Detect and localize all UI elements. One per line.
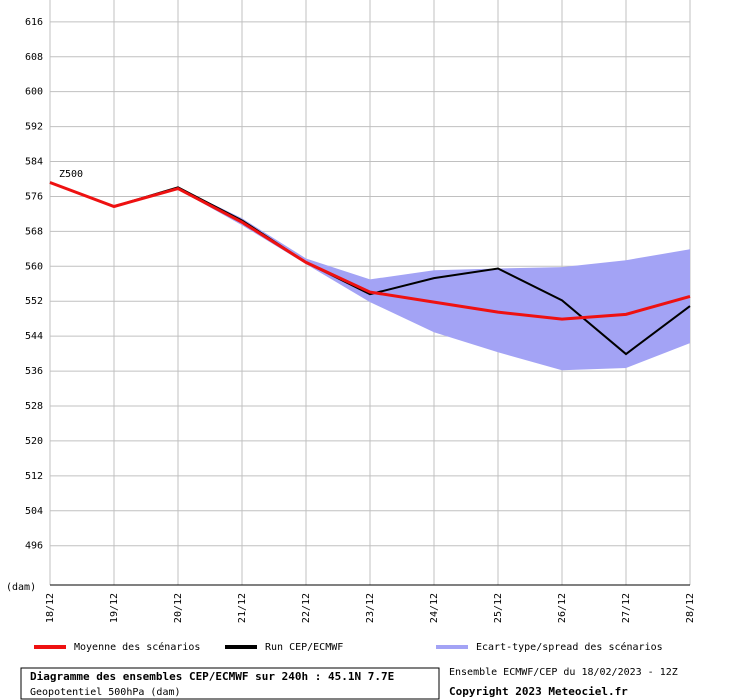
annotation: Z500 xyxy=(59,169,83,180)
x-tick-label: 27/12 xyxy=(621,593,632,623)
x-tick-label: 23/12 xyxy=(365,593,376,623)
legend-label: Moyenne des scénarios xyxy=(74,641,200,653)
y-tick-label: 608 xyxy=(25,52,43,63)
footer-run: Ensemble ECMWF/CEP du 18/02/2023 - 12Z xyxy=(449,667,678,678)
footer-box xyxy=(20,667,440,700)
footer-copyright: Copyright 2023 Meteociel.fr xyxy=(449,685,628,698)
series-line xyxy=(49,181,691,321)
x-tick-label: 24/12 xyxy=(429,593,440,623)
y-unit: (dam) xyxy=(6,582,36,593)
legend-label: Run CEP/ECMWF xyxy=(265,642,343,653)
y-tick-label: 616 xyxy=(25,17,43,28)
y-tick-label: 560 xyxy=(25,261,43,272)
y-tick-label: 552 xyxy=(25,296,43,307)
x-tick-label: 28/12 xyxy=(685,593,696,623)
x-tick-label: 20/12 xyxy=(173,593,184,623)
y-tick-label: 520 xyxy=(25,436,43,447)
y-tick-label: 584 xyxy=(25,157,43,168)
y-tick-label: 496 xyxy=(25,541,43,552)
y-tick-label: 512 xyxy=(25,471,43,482)
x-tick-label: 25/12 xyxy=(493,593,504,623)
x-tick-label: 19/12 xyxy=(109,593,120,623)
y-tick-label: 600 xyxy=(25,87,43,98)
x-tick-label: 21/12 xyxy=(237,593,248,623)
y-tick-label: 504 xyxy=(25,506,43,517)
y-tick-label: 592 xyxy=(25,122,43,133)
y-tick-label: 544 xyxy=(25,331,43,342)
x-tick-label: 18/12 xyxy=(45,593,56,623)
legend-label: Ecart-type/spread des scénarios xyxy=(476,641,663,653)
y-tick-label: 528 xyxy=(25,401,43,412)
spread-band xyxy=(50,182,690,371)
x-tick-label: 22/12 xyxy=(301,593,312,623)
y-tick-label: 568 xyxy=(25,226,43,237)
footer-title: Diagramme des ensembles CEP/ECMWF sur 24… xyxy=(30,670,394,683)
y-tick-label: 576 xyxy=(25,191,43,202)
x-tick-label: 26/12 xyxy=(557,593,568,623)
footer-subtitle: Geopotentiel 500hPa (dam) xyxy=(30,687,181,698)
y-tick-label: 536 xyxy=(25,366,43,377)
